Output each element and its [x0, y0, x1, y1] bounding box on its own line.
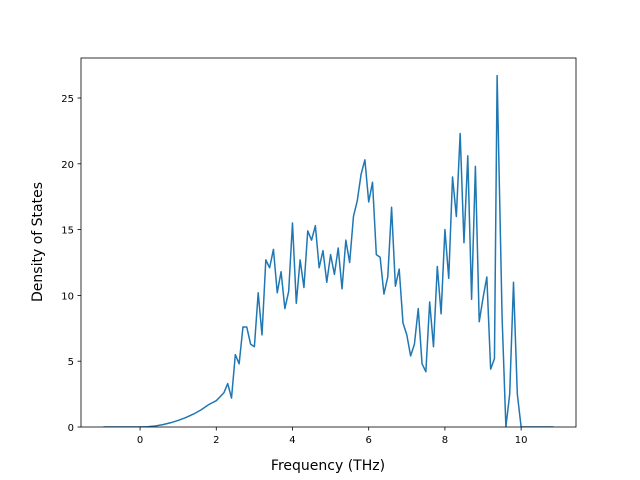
x-tick-label: 10 [515, 435, 528, 446]
y-tick-label: 25 [61, 94, 74, 105]
y-tick-label: 10 [61, 291, 74, 302]
x-tick-label: 6 [366, 435, 372, 446]
y-tick-label: 20 [61, 160, 74, 171]
x-tick-label: 8 [442, 435, 448, 446]
line [103, 74, 554, 427]
y-axis-label: Density of States [30, 182, 46, 302]
x-tick-label: 2 [213, 435, 219, 446]
y-tick-label: 15 [61, 226, 74, 237]
x-axis-label: Frequency (THz) [271, 458, 385, 474]
x-tick-label: 4 [289, 435, 295, 446]
y-tick-label: 0 [68, 423, 74, 434]
y-tick-label: 5 [68, 357, 74, 368]
x-tick-label: 0 [137, 435, 143, 446]
plot-frame [80, 57, 577, 428]
